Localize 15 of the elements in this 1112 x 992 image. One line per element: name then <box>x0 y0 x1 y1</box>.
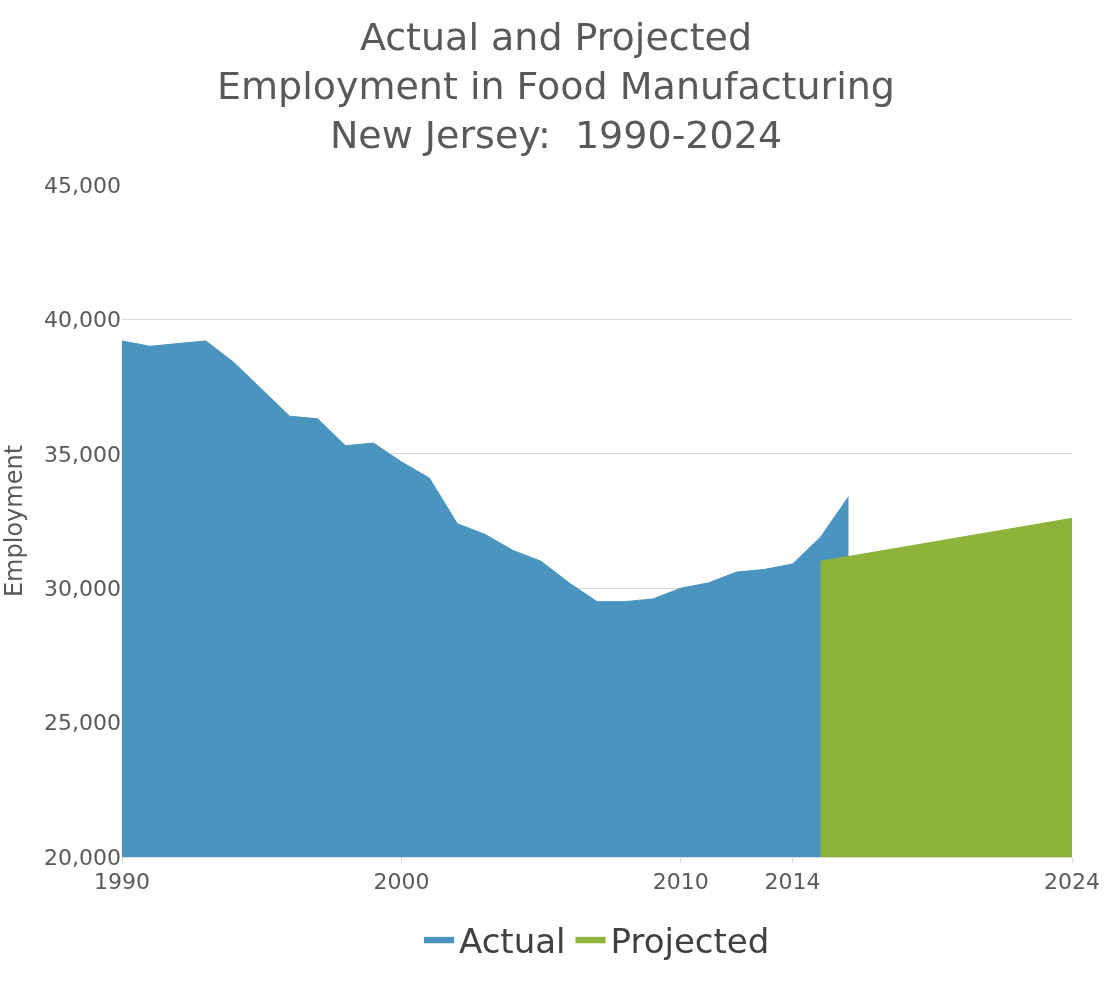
x-tick-label: 2014 <box>764 869 821 895</box>
x-tick-label: 2024 <box>1044 869 1100 895</box>
y-axis-title: Employment <box>0 444 28 598</box>
legend-label: Projected <box>610 920 770 961</box>
y-tick-label: 35,000 <box>44 441 121 467</box>
legend-label: Actual <box>459 920 566 961</box>
y-tick-label: 40,000 <box>44 307 121 333</box>
x-tick-label: 1990 <box>94 869 150 895</box>
x-tick-label: 2000 <box>373 869 430 895</box>
y-tick-label: 30,000 <box>44 575 121 601</box>
x-tick-label: 2010 <box>652 869 709 895</box>
y-tick-label: 25,000 <box>44 710 121 736</box>
y-tick-label: 45,000 <box>44 172 121 198</box>
chart-title: Actual and Projected Employment in Food Manufacturing New Jersey: 1990-2024 <box>217 14 895 158</box>
y-tick-label: 20,000 <box>44 844 121 870</box>
